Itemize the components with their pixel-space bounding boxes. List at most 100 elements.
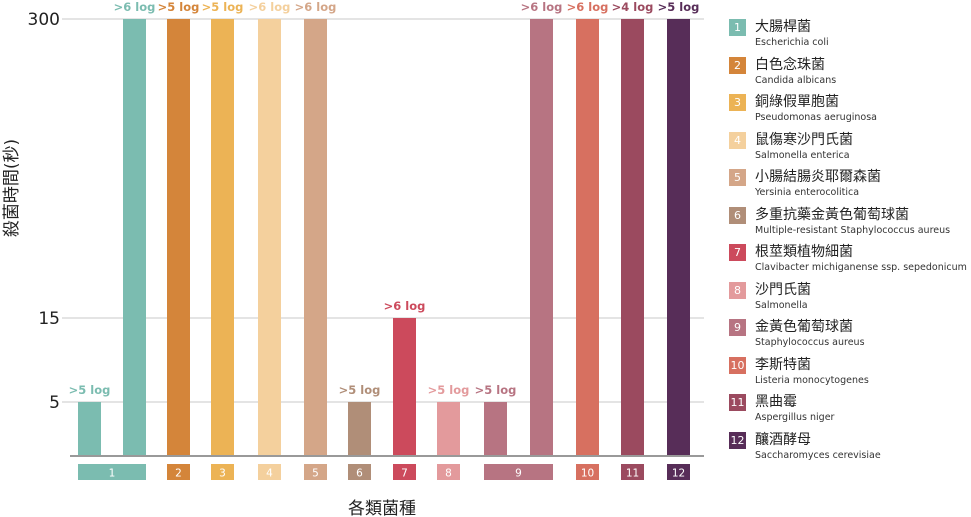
bar [167,19,190,456]
legend-number-badge: 11 [729,394,746,411]
legend-name-en: Aspergillus niger [755,412,835,423]
bar-value-label: >5 log [69,383,111,397]
legend-name-en: Saccharomyces cerevisiae [755,449,881,461]
bar [484,402,507,456]
y-tick-label: 5 [49,393,60,413]
legend-number-badge: 3 [729,94,746,111]
legend-item: 11 黑曲霉 Aspergillus niger [729,393,971,431]
species-box [211,464,234,480]
species-box [621,464,644,480]
bar-value-label: >6 log [567,0,609,14]
bar-value-label: >5 log [339,383,381,397]
bar-value-label: >4 log [612,0,654,14]
y-tick-label: 300 [28,10,60,30]
bar [530,19,553,456]
bar-value-label: >6 log [114,0,156,14]
y-axis-label: 殺菌時間(秒) [2,139,22,237]
legend-name-en: Multiple-resistant Staphylococcus aureus [755,224,951,236]
bar [393,318,416,456]
bar-value-label: >5 log [202,0,244,14]
species-box-label: 2 [175,468,182,480]
legend-item: 6 多重抗藥金黃色葡萄球菌 Multiple-resistant Staphyloc… [729,206,971,244]
bar [348,402,371,456]
legend-item: 10 李斯特菌 Listeria monocytogenes [729,356,971,394]
species-box [348,464,371,480]
legend-item: 2 白色念珠菌 Candida albicans [729,56,971,94]
legend-name-en: Listeria monocytogenes [755,374,869,386]
legend-number-badge: 4 [729,131,746,149]
species-box-label: 6 [356,468,363,480]
bars [78,19,690,456]
bar-value-label: >5 log [475,383,517,397]
bar-value-label: >5 log [658,0,700,14]
bar [123,19,146,456]
bar-value-label: >6 log [295,0,337,14]
species-box-label: 3 [219,468,226,480]
bar [437,402,460,456]
legend-number-badge: 6 [729,206,746,224]
legend-item: 9 金黃色葡萄球菌 Staphylococcus aureus [729,318,971,356]
species-box [437,464,460,480]
bar-labels: >5 log >6 log >5 log >5 log >6 log >6 log >5 l… [69,0,700,397]
legend-name-en: Pseudomonas aeruginosa [755,112,877,123]
legend-item: 7 根莖類植物細菌 Clavibacter michiganense ssp. se… [729,243,971,281]
legend-number-badge: 9 [729,319,746,336]
legend-name-en: Escherichia coli [755,37,829,48]
species-box-label: 5 [312,468,319,480]
legend-name-zh: 黑曲霉 [755,394,797,410]
legend-name-en: Yersinia enterocolitica [755,187,860,198]
bar [667,19,690,456]
legend-number-badge: 10 [729,356,746,374]
species-box-label: 4 [266,468,273,480]
legend-number-badge: 5 [729,169,746,186]
species-box [393,464,416,480]
legend-name-zh: 鼠傷寒沙門氏菌 [755,131,853,148]
bar [621,19,644,456]
legend-name-zh: 沙門氏菌 [755,281,811,298]
species-box-label: 8 [445,468,452,480]
species-box [576,464,599,480]
bar-value-label: >6 log [521,0,563,14]
legend-name-zh: 李斯特菌 [755,356,811,373]
legend-name-zh: 小腸結腸炎耶爾森菌 [755,169,881,185]
legend-name-en: Salmonella enterica [755,149,850,161]
species-box-label: 11 [626,468,639,480]
y-ticks: 5 15 300 [28,10,60,413]
species-box [484,464,553,480]
legend-name-en: Salmonella [755,299,808,311]
bar-value-label: >6 log [249,0,291,14]
legend-number-badge: 2 [729,56,746,74]
gridlines [62,18,704,403]
legend: 1 大腸桿菌 Escherichia coli 2 白色念珠菌 Candida albic… [729,18,971,468]
legend-item: 1 大腸桿菌 Escherichia coli [729,18,971,56]
species-boxes: 1123456789101112 [78,464,690,480]
bar [304,19,327,456]
species-box-label: 9 [515,468,522,480]
legend-item: 8 沙門氏菌 Salmonella [729,281,971,319]
species-box [78,464,146,480]
legend-name-en: Clavibacter michiganense ssp. sepedonicu… [755,262,967,273]
species-box [304,464,327,480]
legend-item: 5 小腸結腸炎耶爾森菌 Yersinia enterocolitica [729,168,971,206]
species-box [167,464,190,480]
bar-value-label: >5 log [428,383,470,397]
legend-name-zh: 金黃色葡萄球菌 [755,319,853,335]
legend-number-badge: 8 [729,281,746,299]
bar-value-label: >6 log [384,299,426,313]
bar [258,19,281,456]
legend-item: 4 鼠傷寒沙門氏菌 Salmonella enterica [729,131,971,169]
legend-name-zh: 大腸桿菌 [755,19,811,35]
bar [211,19,234,456]
legend-name-zh: 銅綠假單胞菌 [755,94,839,110]
species-box [258,464,281,480]
species-box-label: 10 [581,468,594,480]
legend-item: 3 銅綠假單胞菌 Pseudomonas aeruginosa [729,93,971,131]
legend-name-en: Staphylococcus aureus [755,337,865,348]
legend-name-zh: 白色念珠菌 [755,56,825,73]
legend-name-en: Candida albicans [755,74,837,86]
legend-name-zh: 多重抗藥金黃色葡萄球菌 [755,206,909,223]
species-box-label: 12 [672,468,685,480]
species-box [667,464,690,480]
legend-name-zh: 根莖類植物細菌 [755,244,853,260]
